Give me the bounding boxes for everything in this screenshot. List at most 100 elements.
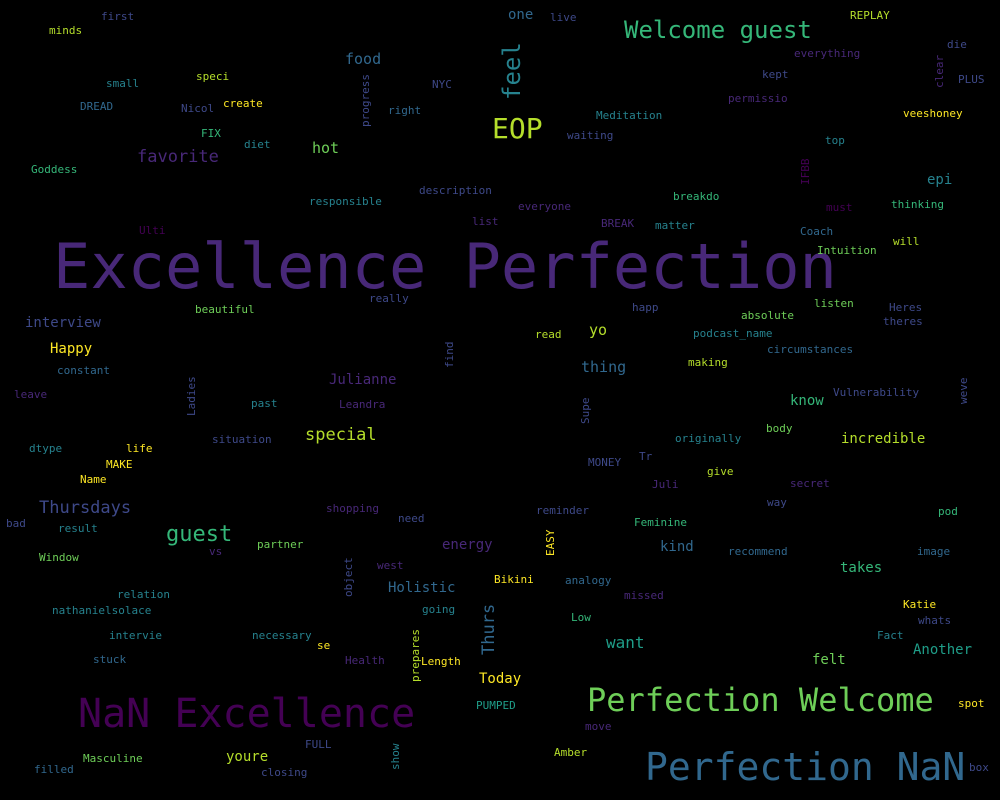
word-absolute: absolute: [741, 309, 794, 322]
word-perfection-nan: Perfection NaN: [645, 745, 966, 789]
word-necessary: necessary: [252, 629, 312, 642]
word-missed: missed: [624, 589, 664, 602]
word-feminine: Feminine: [634, 516, 687, 529]
word-welcome-guest: Welcome guest: [624, 16, 812, 44]
word-progress: progress: [359, 74, 372, 127]
word-right: right: [388, 104, 422, 117]
word-julianne: Julianne: [329, 372, 397, 388]
word-se: se: [317, 639, 331, 652]
word-full: FULL: [305, 738, 332, 751]
word-ifbb: IFBB: [799, 158, 812, 186]
word-read: read: [535, 328, 562, 341]
word-veeshoney: veeshoney: [903, 107, 963, 120]
word-thinking: thinking: [891, 198, 944, 211]
word-past: past: [251, 397, 278, 410]
word-first: first: [101, 10, 135, 23]
word-length: Length: [421, 655, 461, 668]
word-incredible: incredible: [841, 431, 926, 447]
word-clear: clear: [933, 54, 946, 88]
word-holistic: Holistic: [388, 580, 456, 596]
word-whats: whats: [918, 614, 952, 627]
word-youre: youre: [226, 749, 269, 765]
word-waiting: waiting: [567, 129, 614, 142]
word-nan-excellence: NaN Excellence: [78, 691, 416, 737]
word-top: top: [825, 134, 845, 147]
word-bad: bad: [6, 517, 26, 530]
word-goddess: Goddess: [31, 163, 78, 176]
word-bikini: Bikini: [494, 573, 534, 586]
word-happ: happ: [632, 301, 659, 314]
word-west: west: [377, 559, 404, 572]
word-intervie: intervie: [109, 629, 162, 642]
word-move: move: [585, 720, 612, 733]
word-guest: guest: [166, 522, 233, 547]
word-really: really: [369, 292, 409, 305]
word-excellence-perfection: Excellence Perfection: [53, 230, 837, 303]
word-result: result: [58, 522, 98, 535]
word-recommend: recommend: [728, 545, 788, 558]
word-katie: Katie: [903, 598, 937, 611]
word-going: going: [422, 603, 456, 616]
word-create: create: [223, 97, 263, 110]
word-give: give: [707, 465, 734, 478]
word-kept: kept: [762, 68, 789, 81]
word-life: life: [126, 442, 153, 455]
word-matter: matter: [655, 219, 695, 232]
word-analogy: analogy: [565, 574, 612, 587]
word-replay: REPLAY: [850, 9, 890, 22]
word-listen: listen: [814, 297, 854, 310]
word-will: will: [893, 235, 920, 248]
word-low: Low: [571, 611, 591, 624]
word-ulti: Ulti: [139, 224, 166, 237]
word-hot: hot: [312, 139, 340, 157]
word-fix: FIX: [201, 127, 221, 140]
word-favorite: favorite: [137, 147, 219, 167]
word-make: MAKE: [106, 458, 133, 471]
word-secret: secret: [790, 477, 830, 490]
word-box: box: [969, 761, 989, 774]
word-takes: takes: [840, 560, 883, 576]
word-reminder: reminder: [536, 504, 589, 517]
word-pod: pod: [938, 505, 958, 518]
word-window: Window: [39, 551, 79, 564]
word-spot: spot: [958, 697, 985, 710]
word-plus: PLUS: [958, 73, 985, 86]
word-permissio: permissio: [728, 92, 788, 105]
word-amber: Amber: [554, 746, 588, 759]
word-small: small: [106, 77, 140, 90]
word-epi: epi: [927, 172, 953, 188]
word-meditation: Meditation: [596, 109, 663, 122]
word-supe: Supe: [579, 397, 592, 425]
word-filled: filled: [34, 763, 74, 776]
word-body: body: [766, 422, 793, 435]
word-nicol: Nicol: [181, 102, 215, 115]
word-money: MONEY: [588, 456, 622, 469]
word-image: image: [917, 545, 951, 558]
word-health: Health: [345, 654, 385, 667]
word-everything: everything: [794, 47, 861, 60]
word-weve: weve: [957, 377, 970, 405]
word-theres: theres: [883, 315, 923, 328]
word-object: object: [342, 557, 355, 597]
word-perfection-welcome: Perfection Welcome: [587, 681, 934, 719]
word-beautiful: beautiful: [195, 303, 255, 316]
word-masculine: Masculine: [83, 752, 143, 765]
word-thurs: Thurs: [479, 603, 499, 655]
word-dread: DREAD: [80, 100, 114, 113]
word-prepares: prepares: [409, 629, 422, 682]
word-must: must: [826, 201, 853, 214]
word-another: Another: [913, 642, 973, 658]
word-happy: Happy: [50, 341, 93, 357]
word-know: know: [790, 393, 824, 409]
word-way: way: [767, 496, 787, 509]
word-shopping: shopping: [326, 502, 379, 515]
word-eop: EOP: [492, 112, 543, 145]
word-vulnerability: Vulnerability: [833, 386, 920, 399]
word-making: making: [688, 356, 728, 369]
word-felt: felt: [812, 652, 846, 668]
word-closing: closing: [261, 766, 308, 779]
word-description: description: [419, 184, 492, 197]
word-minds: minds: [49, 24, 83, 37]
word-today: Today: [479, 671, 522, 687]
